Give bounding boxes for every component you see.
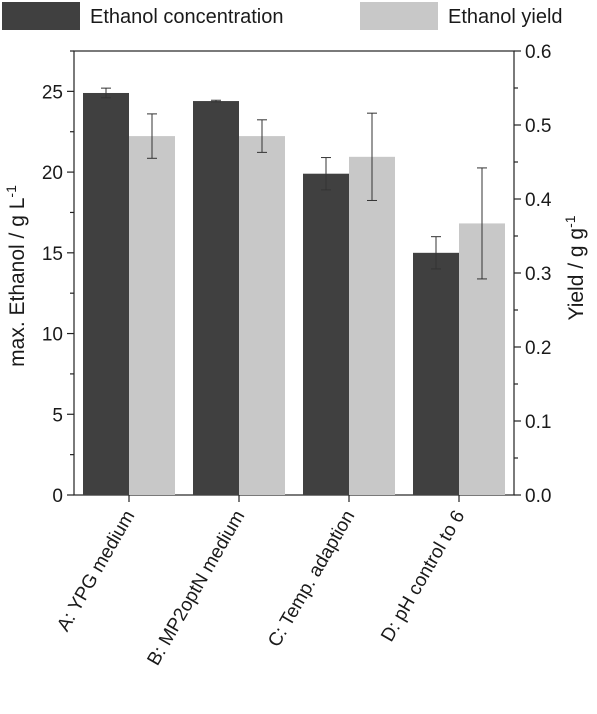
bar-ethanol-concentration bbox=[303, 173, 349, 496]
y-right-tick-label: 0.2 bbox=[525, 338, 551, 359]
bar-ethanol-yield bbox=[129, 136, 175, 495]
y-left-tick-label: 15 bbox=[42, 244, 63, 265]
bar-ethanol-yield bbox=[349, 156, 395, 495]
bar-ethanol-concentration bbox=[413, 252, 459, 495]
y-axis-title-left: max. Ethanol / g L-1 bbox=[3, 185, 29, 367]
legend-swatch-ethanol-yield bbox=[360, 2, 438, 30]
y-right-tick-label: 0.3 bbox=[525, 264, 551, 285]
y-right-tick-label: 0.6 bbox=[525, 42, 551, 63]
legend-swatch-ethanol-concentration bbox=[2, 2, 80, 30]
y-right-tick-label: 0.4 bbox=[525, 190, 552, 211]
bar-ethanol-concentration bbox=[83, 92, 129, 495]
y-axis-title-left-superscript: -1 bbox=[3, 185, 19, 198]
x-tick-label: D: pH control to 6 bbox=[377, 507, 469, 646]
y-axis-title-right: Yield / g g-1 bbox=[562, 215, 588, 320]
y-right-tick-label: 0.1 bbox=[525, 412, 551, 433]
x-tick-label: C: Temp. adaption bbox=[264, 507, 359, 651]
y-axis-title-right-superscript: -1 bbox=[562, 215, 578, 228]
legend-label-ethanol-yield: Ethanol yield bbox=[448, 6, 563, 28]
bars bbox=[83, 87, 505, 496]
x-tick-label: A: YPG medium bbox=[53, 507, 139, 635]
y-left-tick-label: 0 bbox=[52, 486, 63, 507]
y-right-tick-label: 0.0 bbox=[525, 486, 551, 507]
y-left-tick-label: 20 bbox=[42, 163, 63, 184]
bar-ethanol-yield bbox=[239, 136, 285, 495]
x-tick-label: B: MP2optN medium bbox=[143, 507, 249, 669]
legend-label-ethanol-concentration: Ethanol concentration bbox=[90, 6, 283, 28]
y-left-tick-label: 5 bbox=[52, 405, 63, 426]
y-left-tick-label: 25 bbox=[42, 82, 63, 103]
y-right-tick-label: 0.5 bbox=[525, 116, 551, 137]
bar-ethanol-concentration bbox=[193, 101, 239, 496]
y-left-tick-label: 10 bbox=[42, 325, 63, 346]
legend: Ethanol concentration Ethanol yield bbox=[2, 2, 563, 30]
